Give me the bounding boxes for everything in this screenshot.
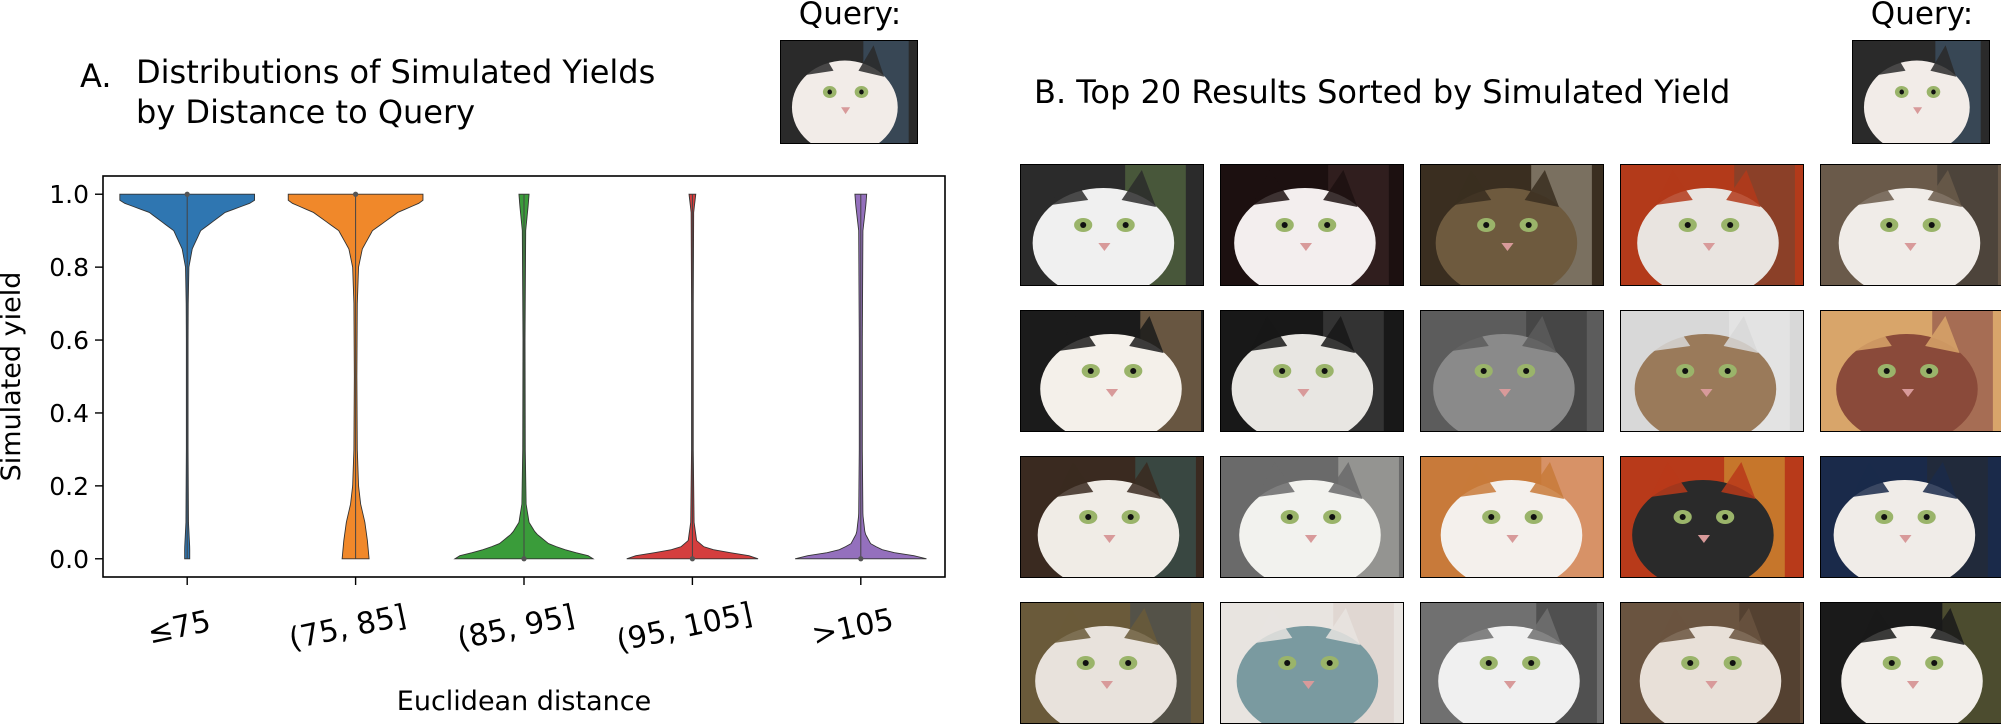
- x-tick-label: ≤75: [145, 604, 214, 651]
- y-tick-label: 0.6: [49, 326, 89, 355]
- panel-b-query-image: [1852, 40, 1990, 144]
- panel-b-query-label: Query:: [1870, 0, 1974, 32]
- result-thumbnail: [1620, 310, 1804, 432]
- x-tick-label: >105: [809, 602, 897, 653]
- panel-a-query-label: Query:: [798, 0, 902, 32]
- result-thumbnail: [1620, 456, 1804, 578]
- violin-median-3: [689, 556, 696, 562]
- result-thumbnail: [1620, 602, 1804, 724]
- violin-chart: 0.0 0.2 0.4 0.6 0.8 1.0 ≤75 (75, 85] (85, 95] (9…: [0, 175, 946, 717]
- result-thumbnail: [1220, 602, 1404, 724]
- result-thumbnail: [1220, 310, 1404, 432]
- violin-median-4: [858, 556, 864, 562]
- panel-a-title-line1: Distributions of Simulated Yields: [136, 53, 656, 91]
- result-thumbnail: [1820, 602, 2001, 724]
- result-thumbnail: [1220, 164, 1404, 286]
- y-tick-label: 1.0: [49, 180, 89, 209]
- violin-median-2: [521, 556, 527, 562]
- result-thumbnail: [1420, 164, 1604, 286]
- violin-median-1: [353, 191, 359, 197]
- panel-b-title: B. Top 20 Results Sorted by Simulated Yi…: [1034, 73, 1731, 111]
- x-tick-label: (95, 105]: [613, 596, 755, 659]
- result-thumbnail: [1420, 602, 1604, 724]
- result-thumbnail: [1820, 456, 2001, 578]
- y-tick-label: 0.8: [49, 253, 89, 282]
- y-tick-label: 0.2: [49, 472, 89, 501]
- result-thumbnail: [1020, 602, 1204, 724]
- x-tick-label: (75, 85]: [286, 598, 410, 657]
- panel-a-query-image: [780, 40, 918, 144]
- violin-median-0: [184, 191, 190, 197]
- panel-a-letter: A.: [80, 57, 112, 95]
- y-axis-label: Simulated yield: [0, 272, 27, 482]
- y-tick-label: 0.0: [49, 545, 89, 574]
- x-tick-label: (85, 95]: [454, 598, 578, 657]
- y-tick-label: 0.4: [49, 399, 89, 428]
- result-thumbnail: [1820, 310, 2001, 432]
- result-thumbnail: [1420, 456, 1604, 578]
- result-thumbnail: [1620, 164, 1804, 286]
- result-thumbnail: [1220, 456, 1404, 578]
- x-axis-label: Euclidean distance: [397, 686, 651, 717]
- result-thumbnail: [1020, 310, 1204, 432]
- result-thumbnail: [1020, 164, 1204, 286]
- panel-a-title-line2: by Distance to Query: [136, 93, 476, 131]
- result-thumbnail: [1420, 310, 1604, 432]
- result-thumbnail: [1820, 164, 2001, 286]
- result-thumbnail: [1020, 456, 1204, 578]
